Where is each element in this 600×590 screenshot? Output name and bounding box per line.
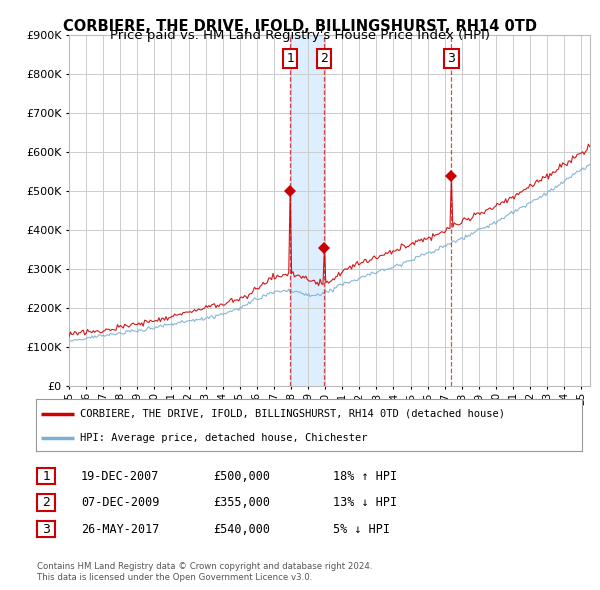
Bar: [290, 35, 324, 386]
Text: This data is licensed under the Open Government Licence v3.0.: This data is licensed under the Open Gov…: [37, 572, 313, 582]
Text: Contains HM Land Registry data © Crown copyright and database right 2024.: Contains HM Land Registry data © Crown c…: [37, 562, 373, 571]
Text: 1: 1: [286, 53, 294, 65]
Text: 5% ↓ HPI: 5% ↓ HPI: [333, 523, 390, 536]
Text: CORBIERE, THE DRIVE, IFOLD, BILLINGSHURST, RH14 0TD: CORBIERE, THE DRIVE, IFOLD, BILLINGSHURS…: [63, 19, 537, 34]
Text: 18% ↑ HPI: 18% ↑ HPI: [333, 470, 397, 483]
Text: Price paid vs. HM Land Registry's House Price Index (HPI): Price paid vs. HM Land Registry's House …: [110, 30, 490, 42]
Text: £500,000: £500,000: [213, 470, 270, 483]
Text: 1: 1: [42, 470, 50, 483]
Text: 3: 3: [448, 53, 455, 65]
Text: HPI: Average price, detached house, Chichester: HPI: Average price, detached house, Chic…: [80, 434, 367, 443]
Text: 07-DEC-2009: 07-DEC-2009: [81, 496, 160, 509]
Text: 3: 3: [42, 523, 50, 536]
Text: 2: 2: [42, 496, 50, 509]
Text: £355,000: £355,000: [213, 496, 270, 509]
Text: 13% ↓ HPI: 13% ↓ HPI: [333, 496, 397, 509]
Text: CORBIERE, THE DRIVE, IFOLD, BILLINGSHURST, RH14 0TD (detached house): CORBIERE, THE DRIVE, IFOLD, BILLINGSHURS…: [80, 409, 505, 419]
Text: £540,000: £540,000: [213, 523, 270, 536]
Text: 26-MAY-2017: 26-MAY-2017: [81, 523, 160, 536]
Text: 2: 2: [320, 53, 328, 65]
Text: 19-DEC-2007: 19-DEC-2007: [81, 470, 160, 483]
